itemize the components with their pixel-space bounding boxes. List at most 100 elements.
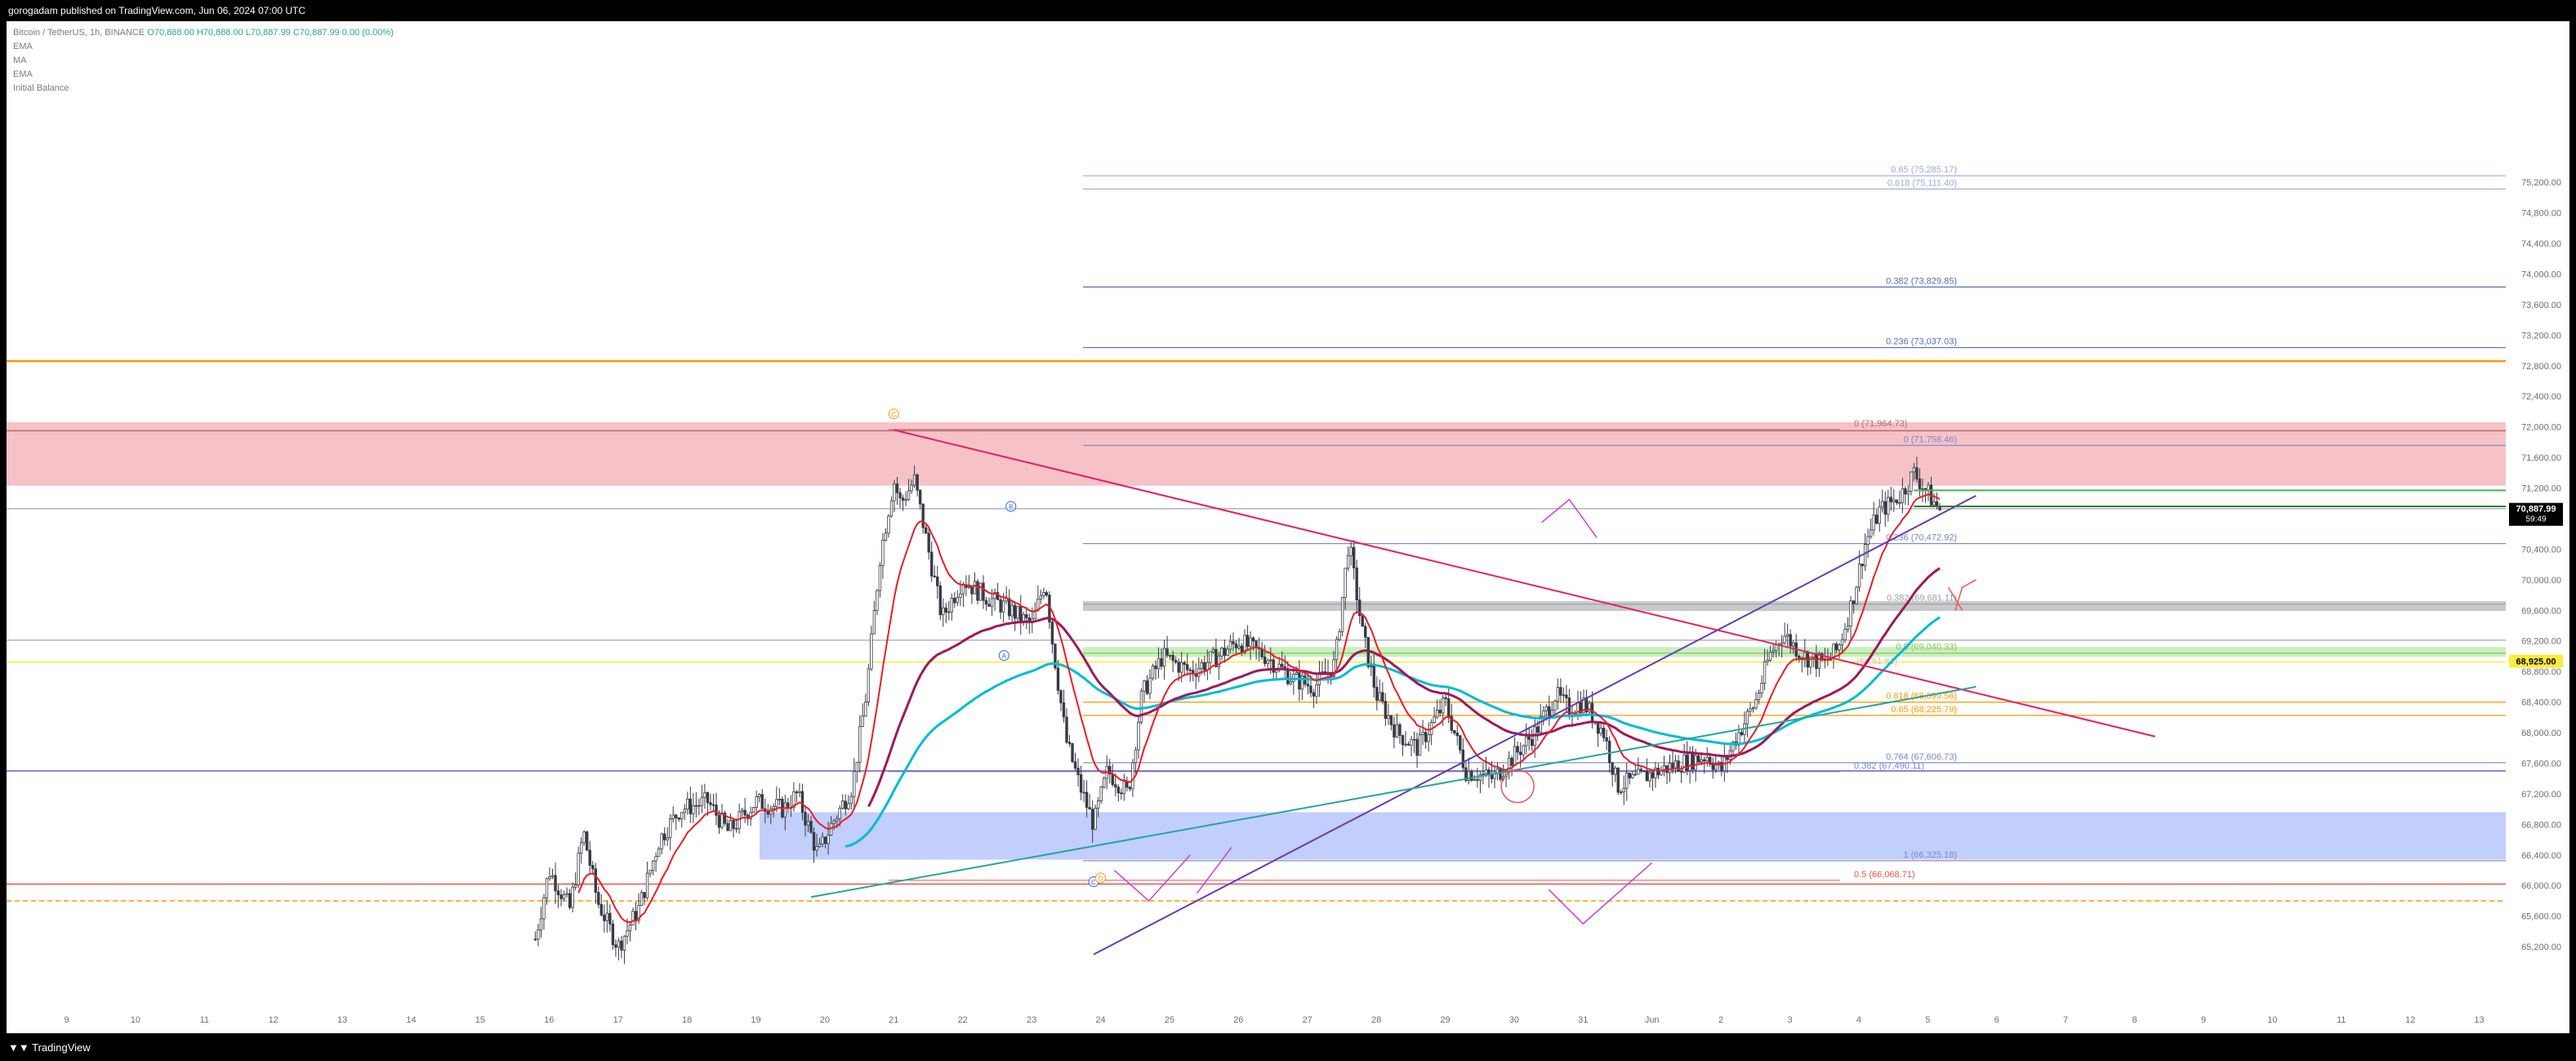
candle-body — [723, 812, 727, 824]
candle-body — [855, 761, 858, 772]
candle-body — [709, 802, 712, 805]
candle-body — [1932, 501, 1936, 506]
candle-body — [548, 876, 551, 880]
candle-body — [1145, 680, 1149, 694]
candle-body — [683, 809, 686, 814]
x-tick-27: 5 — [1925, 1015, 1930, 1025]
candle-body — [1883, 501, 1887, 515]
candle-body — [571, 886, 574, 908]
fib-label-10: 0.764 (67,606.73) — [1886, 752, 1957, 762]
y-tick-4: 66,800.00 — [2521, 820, 2561, 830]
candle-body — [645, 872, 649, 898]
countdown-value: 59:49 — [2525, 515, 2546, 524]
indicator-ema-2[interactable]: EMA — [13, 69, 33, 79]
indicator-initial-balance[interactable]: Initial Balance — [13, 83, 69, 93]
candle-body — [1866, 536, 1870, 546]
candle-body — [1910, 471, 1913, 492]
candle-body — [1217, 655, 1221, 667]
candle-body — [1183, 662, 1186, 666]
candle-body — [1476, 778, 1479, 781]
candle-body — [700, 796, 704, 806]
candle-body — [1352, 546, 1356, 568]
candle-body — [809, 821, 813, 833]
candle-body — [1524, 736, 1528, 747]
candle-body — [938, 585, 942, 616]
candle-body — [1453, 729, 1456, 733]
x-tick-24: 2 — [1718, 1015, 1723, 1025]
candle-body — [1042, 592, 1045, 596]
ohlc-values: O70,888.00 H70,888.00 L70,887.99 C70,887… — [147, 28, 394, 38]
candle-body — [867, 668, 871, 702]
candle-body — [1214, 649, 1218, 667]
y-tick-13: 70,400.00 — [2521, 545, 2561, 555]
candle-body — [1332, 659, 1335, 678]
candle-body — [1255, 640, 1258, 648]
candle-body — [1821, 653, 1824, 661]
tradingview-logo[interactable]: ▼▼ TradingView — [8, 1041, 91, 1054]
x-tick-5: 14 — [406, 1015, 416, 1025]
fib-label-0: 0.65 (75,285.17) — [1891, 165, 1957, 175]
x-tick-0: 9 — [64, 1015, 69, 1025]
candle-body — [1340, 597, 1344, 632]
candle-body — [806, 821, 810, 826]
candle-body — [821, 836, 824, 845]
candle-body — [637, 905, 640, 921]
candle-body — [844, 800, 847, 809]
candle-body — [1103, 778, 1106, 788]
x-tick-12: 21 — [889, 1015, 898, 1025]
indicator-ema-1[interactable]: EMA — [13, 42, 33, 51]
candle-body — [751, 807, 755, 813]
candle-body — [1464, 767, 1468, 781]
candle-body — [611, 923, 615, 946]
y-tick-18: 72,800.00 — [2521, 362, 2561, 372]
candle-body — [956, 597, 960, 604]
price-chart[interactable]: 0.65 (75,285.17) 0.618 (75,111.40) 0.382 (… — [7, 21, 2569, 1033]
candle-body — [1306, 684, 1310, 687]
x-tick-16: 25 — [1165, 1015, 1174, 1025]
candle-body — [677, 817, 680, 820]
candle-body — [1162, 648, 1166, 667]
candle-body — [1602, 728, 1606, 738]
indicator-ma[interactable]: MA — [13, 56, 27, 65]
arrow-red-down — [1947, 586, 1963, 611]
candle-body — [1912, 467, 1916, 473]
candle-body — [605, 912, 609, 921]
candle-body — [1637, 769, 1640, 775]
candle-body — [545, 878, 549, 898]
candle-body — [1082, 791, 1085, 794]
candle-body — [1131, 762, 1134, 790]
candle-body — [887, 515, 890, 534]
x-tick-4: 13 — [337, 1015, 347, 1025]
candle-body — [1188, 669, 1192, 671]
candle-body — [1427, 733, 1430, 742]
fib-label-11: 1 (66,325.18) — [1904, 850, 1957, 860]
x-tick-26: 4 — [1856, 1015, 1861, 1025]
wave-label-circle-4 — [1095, 872, 1106, 884]
wave-label-1: B — [1009, 503, 1013, 510]
candle-body — [1059, 689, 1063, 703]
arrow-up-1 — [1197, 846, 1232, 894]
candle-body — [1160, 658, 1163, 667]
candle-body — [579, 842, 583, 854]
y-tick-19: 73,200.00 — [2521, 331, 2561, 341]
candle-body — [1539, 716, 1542, 733]
candle-body — [1846, 625, 1850, 631]
candle-body — [1628, 773, 1631, 778]
candle-body — [800, 791, 804, 814]
candle-body — [1022, 613, 1025, 622]
candle-body — [1513, 746, 1517, 766]
fib-label-2: 0.382 (73,829.85) — [1886, 276, 1957, 286]
candle-body — [1809, 657, 1812, 668]
candle-body — [588, 849, 591, 866]
candle-body — [1613, 767, 1617, 775]
candle-body — [568, 893, 572, 908]
candle-body — [990, 598, 994, 607]
candle-body — [680, 812, 684, 820]
candle-body — [853, 770, 856, 797]
candle-body — [815, 846, 818, 851]
candle-body — [697, 805, 701, 807]
candle-body — [1565, 694, 1568, 698]
y-tick-15: 71,600.00 — [2521, 453, 2561, 463]
candle-body — [1895, 499, 1899, 504]
candle-body — [1921, 488, 1924, 490]
